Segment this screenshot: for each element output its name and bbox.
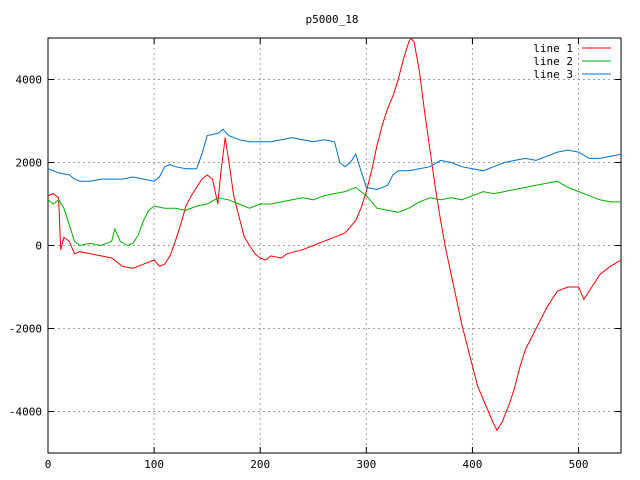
series-line-1 (48, 38, 621, 432)
y-tick-label: -4000 (9, 406, 42, 419)
x-tick-label: 0 (45, 458, 52, 471)
axis-layer: 0 100 200 300 400 500 -4000 -2000 0 2000 4000 (9, 37, 622, 471)
x-tick-label: 500 (569, 458, 589, 471)
chart-title: p5000_18 (306, 13, 359, 26)
y-tick-label: -2000 (9, 323, 42, 336)
y-tick-label: 0 (35, 240, 42, 253)
legend-label-1: line 1 (533, 42, 573, 55)
x-tick-label: 200 (250, 458, 270, 471)
x-tick-label: 100 (144, 458, 164, 471)
y-tick-label: 2000 (16, 157, 43, 170)
legend-label-2: line 2 (533, 55, 573, 68)
series-line-3 (48, 128, 621, 191)
series-layer (48, 38, 621, 432)
y-tick-label: 4000 (16, 74, 43, 87)
x-tick-label: 400 (463, 458, 483, 471)
series-line-2 (48, 180, 621, 247)
grid-layer (48, 38, 621, 453)
x-tick-label: 300 (356, 458, 376, 471)
legend-label-3: line 3 (533, 68, 573, 81)
